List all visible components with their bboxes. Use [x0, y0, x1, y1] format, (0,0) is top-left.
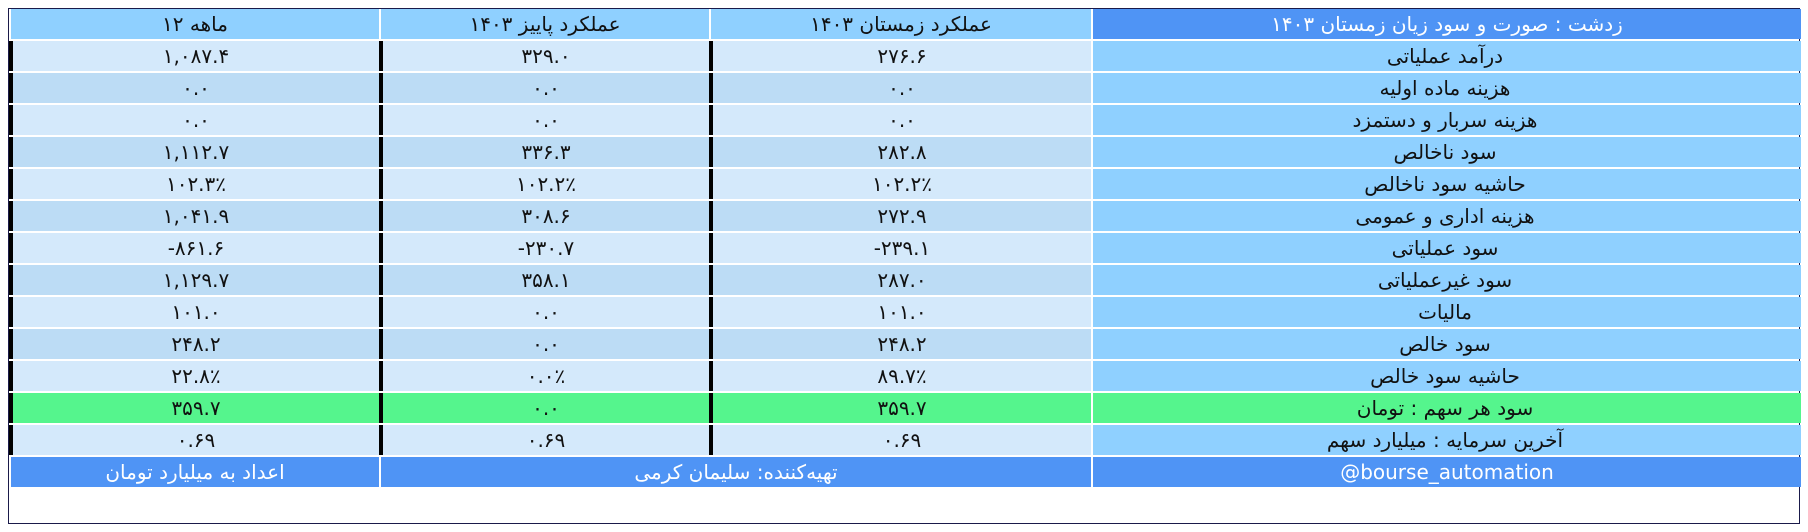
value-winter: ۰.۶۹: [709, 425, 1091, 455]
value-winter: -۲۳۹.۱: [709, 233, 1091, 263]
value-autumn: ۳۵۸.۱: [379, 265, 709, 295]
table-row: ۰.۶۹ ۰.۶۹ ۰.۶۹ آخرین سرمایه : میلیارد سهم: [9, 425, 1801, 455]
row-label: حاشیه سود ناخالص: [1091, 169, 1801, 199]
value-autumn: ۰.۰: [379, 393, 709, 423]
col-header-autumn: عملکرد پاییز ۱۴۰۳: [379, 9, 709, 39]
row-label: هزینه اداری و عمومی: [1091, 201, 1801, 231]
value-winter: ۱۰۲.۲٪: [709, 169, 1091, 199]
value-autumn: ۰.۶۹: [379, 425, 709, 455]
value-12m: ۳۵۹.۷: [9, 393, 379, 423]
author: تهیه‌کننده: سلیمان کرمی: [379, 457, 1091, 487]
value-autumn: ۰.۰٪: [379, 361, 709, 391]
table-row: ۱۰۲.۳٪ ۱۰۲.۲٪ ۱۰۲.۲٪ حاشیه سود ناخالص: [9, 169, 1801, 199]
table-row: ۱,۰۴۱.۹ ۳۰۸.۶ ۲۷۲.۹ هزینه اداری و عمومی: [9, 201, 1801, 231]
value-winter: ۱۰۱.۰: [709, 297, 1091, 327]
row-label: سود هر سهم : تومان: [1091, 393, 1801, 423]
value-12m: ۰.۰: [9, 105, 379, 135]
value-autumn: ۰.۰: [379, 297, 709, 327]
table-row: ۱,۱۲۹.۷ ۳۵۸.۱ ۲۸۷.۰ سود غیرعملیاتی: [9, 265, 1801, 295]
row-label: هزینه سربار و دستمزد: [1091, 105, 1801, 135]
row-label: سود عملیاتی: [1091, 233, 1801, 263]
value-winter: ۸۹.۷٪: [709, 361, 1091, 391]
value-winter: ۰.۰: [709, 73, 1091, 103]
value-winter: ۳۵۹.۷: [709, 393, 1091, 423]
value-12m: ۱,۱۱۲.۷: [9, 137, 379, 167]
col-header-12m: ماهه ۱۲: [9, 9, 379, 39]
value-12m: ۲۴۸.۲: [9, 329, 379, 359]
row-label: سود خالص: [1091, 329, 1801, 359]
value-winter: ۰.۰: [709, 105, 1091, 135]
units-note: اعداد به میلیارد تومان: [9, 457, 379, 487]
income-statement-table: ماهه ۱۲ عملکرد پاییز ۱۴۰۳ عملکرد زمستان …: [8, 8, 1801, 524]
value-12m: ۰.۶۹: [9, 425, 379, 455]
header-row: ماهه ۱۲ عملکرد پاییز ۱۴۰۳ عملکرد زمستان …: [9, 9, 1801, 39]
value-autumn: ۳۰۸.۶: [379, 201, 709, 231]
table-row: ۰.۰ ۰.۰ ۰.۰ هزینه سربار و دستمزد: [9, 105, 1801, 135]
value-autumn: ۰.۰: [379, 73, 709, 103]
value-autumn: ۳۲۹.۰: [379, 41, 709, 71]
value-autumn: ۰.۰: [379, 105, 709, 135]
channel-handle: @bourse_automation: [1091, 457, 1801, 487]
table-row: ۲۴۸.۲ ۰.۰ ۲۴۸.۲ سود خالص: [9, 329, 1801, 359]
row-label: سود غیرعملیاتی: [1091, 265, 1801, 295]
row-label: مالیات: [1091, 297, 1801, 327]
row-label: سود ناخالص: [1091, 137, 1801, 167]
value-12m: ۱,۰۸۷.۴: [9, 41, 379, 71]
value-12m: ۰.۰: [9, 73, 379, 103]
value-autumn: -۲۳۰.۷: [379, 233, 709, 263]
value-autumn: ۱۰۲.۲٪: [379, 169, 709, 199]
row-label: هزینه ماده اولیه: [1091, 73, 1801, 103]
table-row: -۸۶۱.۶ -۲۳۰.۷ -۲۳۹.۱ سود عملیاتی: [9, 233, 1801, 263]
row-label: حاشیه سود خالص: [1091, 361, 1801, 391]
table-row: ۱,۰۸۷.۴ ۳۲۹.۰ ۲۷۶.۶ درآمد عملیاتی: [9, 41, 1801, 71]
value-12m: ۱۰۲.۳٪: [9, 169, 379, 199]
value-autumn: ۳۳۶.۳: [379, 137, 709, 167]
value-12m: ۱,۱۲۹.۷: [9, 265, 379, 295]
value-12m: -۸۶۱.۶: [9, 233, 379, 263]
table-row: ۰.۰ ۰.۰ ۰.۰ هزینه ماده اولیه: [9, 73, 1801, 103]
value-winter: ۲۷۲.۹: [709, 201, 1091, 231]
value-12m: ۱,۰۴۱.۹: [9, 201, 379, 231]
value-12m: ۱۰۱.۰: [9, 297, 379, 327]
table-row: ۱,۱۱۲.۷ ۳۳۶.۳ ۲۸۲.۸ سود ناخالص: [9, 137, 1801, 167]
value-12m: ۲۲.۸٪: [9, 361, 379, 391]
row-label: درآمد عملیاتی: [1091, 41, 1801, 71]
table-title: زدشت : صورت و سود زیان زمستان ۱۴۰۳: [1091, 9, 1801, 39]
row-label: آخرین سرمایه : میلیارد سهم: [1091, 425, 1801, 455]
value-winter: ۲۴۸.۲: [709, 329, 1091, 359]
value-winter: ۲۷۶.۶: [709, 41, 1091, 71]
value-winter: ۲۸۷.۰: [709, 265, 1091, 295]
footer-row: اعداد به میلیارد تومان تهیه‌کننده: سلیما…: [9, 457, 1801, 487]
col-header-winter: عملکرد زمستان ۱۴۰۳: [709, 9, 1091, 39]
value-autumn: ۰.۰: [379, 329, 709, 359]
table-row: ۲۲.۸٪ ۰.۰٪ ۸۹.۷٪ حاشیه سود خالص: [9, 361, 1801, 391]
value-winter: ۲۸۲.۸: [709, 137, 1091, 167]
table-row: ۳۵۹.۷ ۰.۰ ۳۵۹.۷ سود هر سهم : تومان: [9, 393, 1801, 423]
table-row: ۱۰۱.۰ ۰.۰ ۱۰۱.۰ مالیات: [9, 297, 1801, 327]
